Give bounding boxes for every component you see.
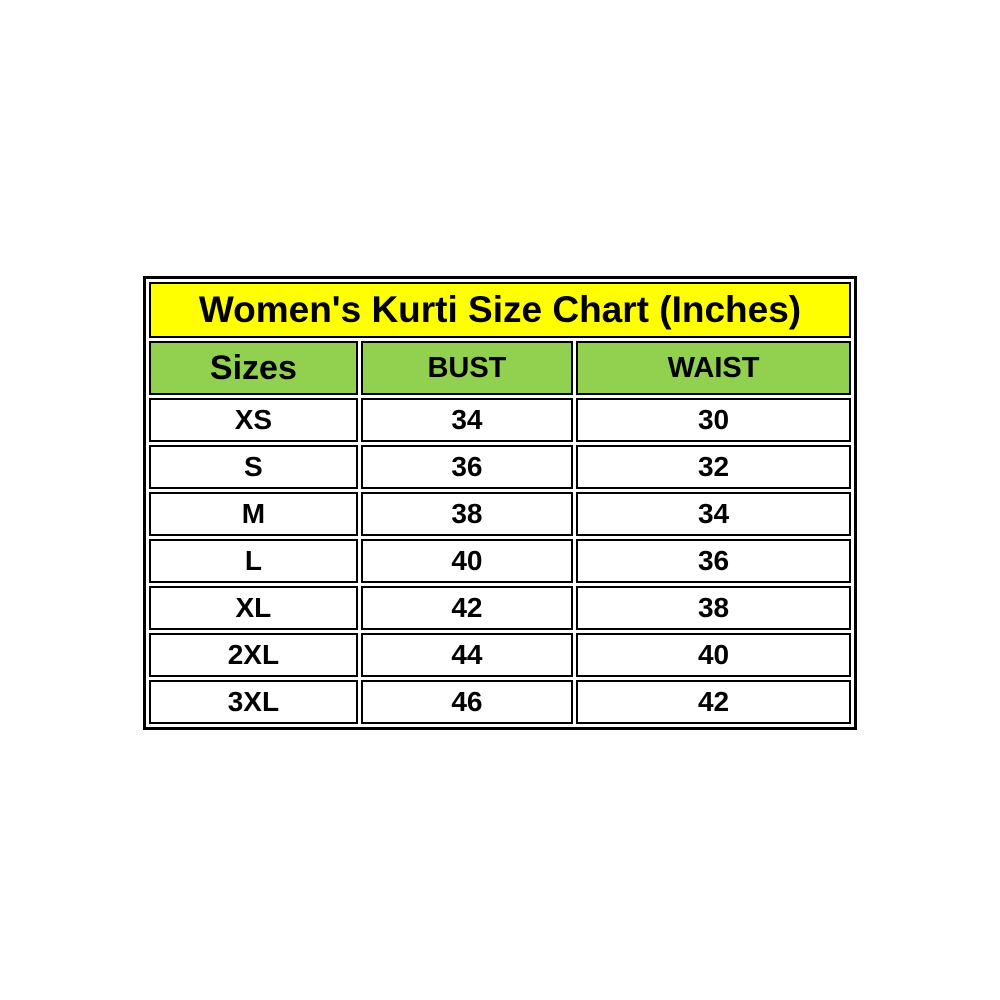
table-row: 2XL 44 40 [149, 633, 851, 677]
waist-cell: 34 [576, 492, 851, 536]
bust-cell: 46 [360, 680, 574, 724]
column-header-waist: WAIST [576, 341, 851, 395]
waist-cell: 30 [576, 398, 851, 442]
column-header-sizes: Sizes [149, 341, 358, 395]
column-header-bust: BUST [360, 341, 574, 395]
header-row: Sizes BUST WAIST [149, 341, 851, 395]
bust-cell: 38 [360, 492, 574, 536]
size-cell: 2XL [149, 633, 358, 677]
table-row: S 36 32 [149, 445, 851, 489]
table-row: 3XL 46 42 [149, 680, 851, 724]
title-row: Women's Kurti Size Chart (Inches) [149, 282, 851, 338]
table-row: XL 42 38 [149, 586, 851, 630]
size-cell: 3XL [149, 680, 358, 724]
table-row: XS 34 30 [149, 398, 851, 442]
table-row: M 38 34 [149, 492, 851, 536]
waist-cell: 40 [576, 633, 851, 677]
table-row: L 40 36 [149, 539, 851, 583]
chart-title: Women's Kurti Size Chart (Inches) [149, 282, 851, 338]
size-cell: XS [149, 398, 358, 442]
waist-cell: 36 [576, 539, 851, 583]
bust-cell: 44 [360, 633, 574, 677]
bust-cell: 36 [360, 445, 574, 489]
size-cell: L [149, 539, 358, 583]
size-chart: Women's Kurti Size Chart (Inches) Sizes … [143, 276, 857, 730]
size-cell: S [149, 445, 358, 489]
bust-cell: 34 [360, 398, 574, 442]
waist-cell: 38 [576, 586, 851, 630]
size-chart-table: Women's Kurti Size Chart (Inches) Sizes … [143, 276, 857, 730]
size-cell: M [149, 492, 358, 536]
size-cell: XL [149, 586, 358, 630]
waist-cell: 32 [576, 445, 851, 489]
waist-cell: 42 [576, 680, 851, 724]
bust-cell: 42 [360, 586, 574, 630]
bust-cell: 40 [360, 539, 574, 583]
